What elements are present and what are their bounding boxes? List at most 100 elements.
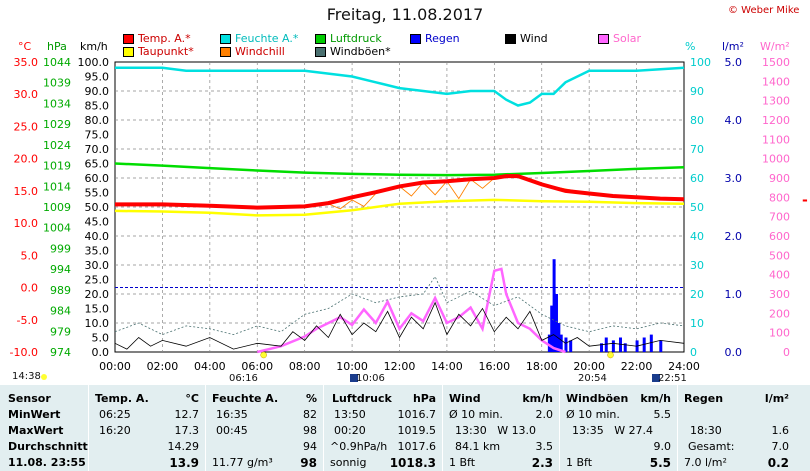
rain-bar — [564, 337, 568, 352]
col-sensor: Sensor MinWert MaxWert Durchschnitt 11.0… — [8, 392, 88, 469]
rain-tick: 5.0 — [725, 56, 743, 69]
solar-tick: 100 — [769, 327, 790, 340]
pressure-tick: 1024 — [43, 139, 71, 152]
sun-marker-0: 14:38 — [12, 371, 41, 382]
rain-bar — [611, 340, 615, 352]
solar-tick: 1500 — [762, 56, 790, 69]
temperature-line — [115, 174, 685, 210]
pressure-unit: hPa — [47, 40, 67, 53]
wind-tick: 90.0 — [85, 85, 110, 98]
col-temp: Temp. A. °C 06:25 12.7 16:20 17.3 14.29 … — [88, 385, 205, 471]
solar-tick: 600 — [769, 230, 790, 243]
sun-dot — [41, 374, 47, 380]
pressure-tick: 1004 — [43, 222, 71, 235]
rain-tick: 0.0 — [725, 346, 743, 359]
rain-bar — [552, 259, 556, 352]
x-tick-label: 08:00 — [289, 360, 321, 373]
rain-bar — [600, 343, 604, 352]
temp-offchart-marker: - — [802, 192, 808, 208]
solar-tick: 300 — [769, 288, 790, 301]
wind-tick: 15.0 — [85, 303, 110, 316]
rain-bar — [623, 343, 627, 352]
wind-tick: 60.0 — [85, 172, 110, 185]
humidity-tick: 0 — [690, 346, 697, 359]
solar-tick: 0 — [783, 346, 790, 359]
gust-line — [114, 275, 685, 336]
weather-chart: 35.030.025.020.015.010.05.00.0-5.0-10.01… — [10, 56, 808, 382]
legend-temp: Temp. A.* — [123, 32, 191, 45]
wind-tick: 10.0 — [85, 317, 110, 330]
solar-tick: 1300 — [762, 95, 790, 108]
rain-tick: 1.0 — [725, 288, 743, 301]
solar-tick: 1400 — [762, 75, 790, 88]
solar-tick: 200 — [769, 307, 790, 320]
pressure-tick: 1009 — [43, 201, 71, 214]
temp-tick: 25.0 — [14, 120, 39, 133]
humidity-tick: 10 — [690, 317, 704, 330]
legend-pressure: Luftdruck — [315, 32, 382, 45]
x-tick-label: 16:00 — [478, 360, 510, 373]
x-tick-label: 02:00 — [147, 360, 179, 373]
temp-tick: 30.0 — [14, 88, 39, 101]
pressure-tick: 974 — [50, 346, 71, 359]
wind-tick: 5.0 — [92, 332, 110, 345]
wind-line — [114, 301, 685, 350]
wind-tick: 55.0 — [85, 187, 110, 200]
wind-tick: 100.0 — [78, 56, 110, 69]
humidity-line — [115, 66, 685, 107]
legend-rain: Regen — [410, 32, 460, 45]
rain-unit: l/m² — [722, 40, 744, 53]
wind-tick: 45.0 — [85, 216, 110, 229]
summary-table: Sensor MinWert MaxWert Durchschnitt 11.0… — [0, 385, 810, 471]
legend-dewpoint: Taupunkt* — [123, 45, 194, 58]
solar-tick: 800 — [769, 191, 790, 204]
x-tick-label: 10:00 — [336, 360, 368, 373]
temp-tick: 10.0 — [14, 217, 39, 230]
sun-marker-4: 22:51 — [658, 373, 687, 384]
temp-tick: 5.0 — [21, 249, 39, 262]
humidity-tick: 20 — [690, 288, 704, 301]
solar-tick: 1100 — [762, 133, 790, 146]
chart-title: Freitag, 11.08.2017 — [326, 5, 484, 24]
x-tick-label: 22:00 — [621, 360, 653, 373]
pressure-tick: 989 — [50, 284, 71, 297]
wind-tick: 30.0 — [85, 259, 110, 272]
humidity-tick: 30 — [690, 259, 704, 272]
pressure-tick: 984 — [50, 305, 71, 318]
moon-marker — [652, 374, 660, 382]
wind-tick: 25.0 — [85, 274, 110, 287]
temp-tick: 15.0 — [14, 185, 39, 198]
wind-tick: 0.0 — [92, 346, 110, 359]
rain-bar — [559, 334, 563, 352]
wind-tick: 95.0 — [85, 71, 110, 84]
rain-bar — [557, 323, 561, 352]
legend-wind: Wind — [505, 32, 548, 45]
solar-tick: 900 — [769, 172, 790, 185]
wind-tick: 65.0 — [85, 158, 110, 171]
temp-tick: -10.0 — [10, 346, 38, 359]
wind-tick: 40.0 — [85, 230, 110, 243]
humidity-tick: 100 — [690, 56, 711, 69]
sun-marker-2: 10:06 — [356, 373, 385, 384]
wind-tick: 50.0 — [85, 201, 110, 214]
x-tick-label: 18:00 — [526, 360, 558, 373]
temp-tick: 0.0 — [21, 282, 39, 295]
solar-tick: 1000 — [762, 153, 790, 166]
wind-tick: 75.0 — [85, 129, 110, 142]
moon-marker — [350, 374, 358, 382]
x-tick-label: 12:00 — [384, 360, 416, 373]
humidity-unit: % — [685, 40, 696, 53]
solar-tick: 500 — [769, 249, 790, 262]
sun-marker-3: 20:54 — [578, 373, 607, 384]
pressure-tick: 1034 — [43, 97, 71, 110]
humidity-tick: 40 — [690, 230, 704, 243]
pressure-tick: 1044 — [43, 56, 71, 69]
pressure-tick: 999 — [50, 242, 71, 255]
temp-tick: -5.0 — [17, 314, 38, 327]
legend-windchill: Windchill — [220, 45, 285, 58]
solar-tick: 1200 — [762, 114, 790, 127]
col-gust: Windböen km/h Ø 10 min. 5.5 13:35 W 27.4… — [559, 385, 677, 471]
pressure-tick: 994 — [50, 263, 71, 276]
temp-unit: °C — [18, 40, 32, 53]
copyright: © Weber Mike — [728, 5, 800, 16]
